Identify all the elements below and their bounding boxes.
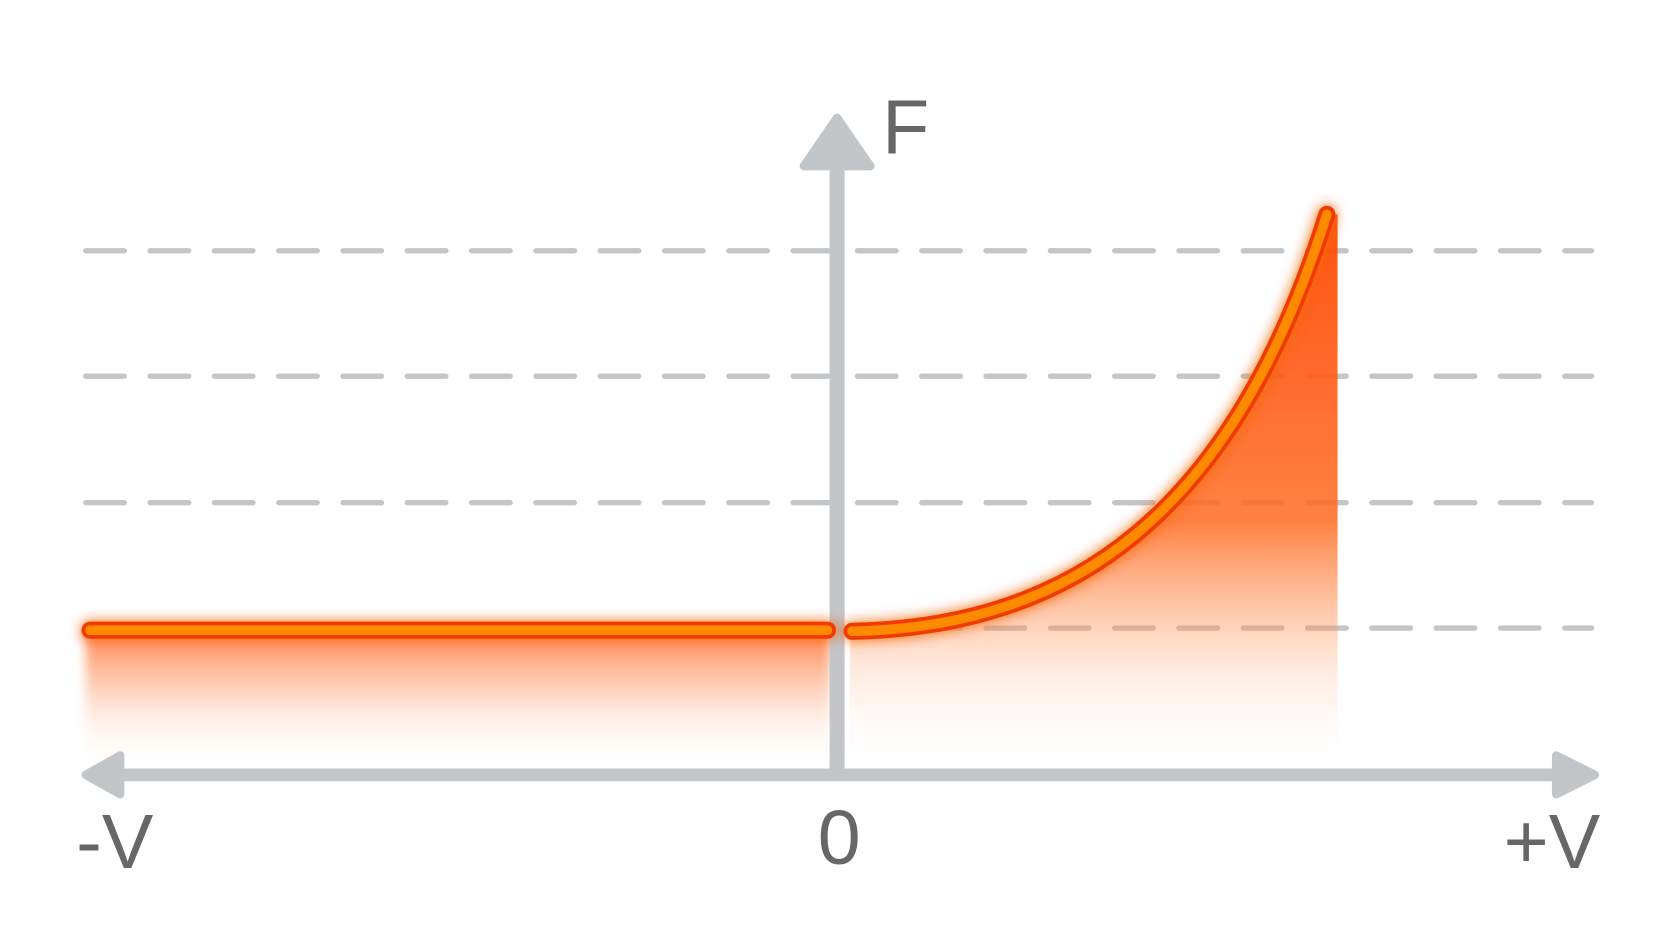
curve-area bbox=[849, 214, 1338, 772]
y-axis-label: F bbox=[882, 84, 929, 170]
x-left-label: -V bbox=[76, 799, 154, 885]
curve-line bbox=[847, 209, 1332, 637]
x-origin-label: 0 bbox=[818, 795, 861, 881]
x-axis bbox=[81, 751, 1600, 799]
x-right-label: +V bbox=[1504, 799, 1601, 885]
force-curve bbox=[81, 205, 1336, 640]
flat-area bbox=[85, 630, 831, 775]
x-axis-arrow-right bbox=[1551, 751, 1600, 799]
y-axis bbox=[799, 113, 875, 772]
y-axis-arrow bbox=[799, 113, 875, 171]
x-axis-arrow-left bbox=[81, 751, 125, 799]
